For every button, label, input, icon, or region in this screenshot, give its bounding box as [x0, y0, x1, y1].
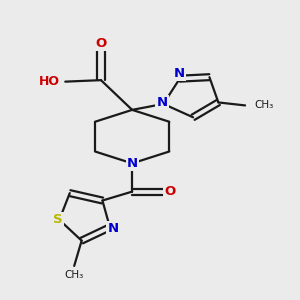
Text: N: N — [174, 67, 185, 80]
Text: CH₃: CH₃ — [64, 270, 84, 280]
Text: O: O — [164, 185, 175, 198]
Text: O: O — [95, 37, 106, 50]
Text: CH₃: CH₃ — [254, 100, 273, 110]
Text: N: N — [107, 222, 118, 235]
Text: N: N — [156, 96, 167, 109]
Text: N: N — [127, 157, 138, 170]
Text: HO: HO — [39, 75, 60, 88]
Text: S: S — [53, 213, 63, 226]
